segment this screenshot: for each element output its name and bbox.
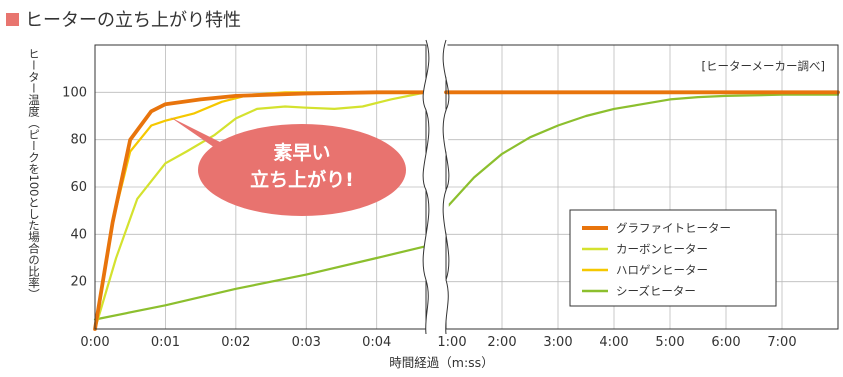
plot-frame [94, 39, 839, 335]
title-marker [6, 12, 19, 26]
series-line-left-0 [93, 90, 428, 331]
chart-title-row: ヒーターの立ち上がり特性 [6, 6, 241, 32]
callout-bubble [170, 117, 406, 216]
y-tick-label: 80 [70, 133, 87, 148]
y-tick-label: 60 [70, 180, 87, 195]
x-tick-label-right: 5:00 [655, 335, 684, 350]
axis-break-right [442, 39, 450, 335]
chart-title: ヒーターの立ち上がり特性 [25, 10, 241, 31]
y-tick-label: 40 [70, 227, 87, 242]
series-line-right-3 [444, 93, 840, 210]
series-lines [93, 90, 840, 331]
x-tick-label-left: 0:04 [362, 335, 391, 350]
x-tick-label-left: 0:01 [151, 335, 180, 350]
callout-ellipse [198, 124, 406, 216]
callout-text: 素早い 立ち上がり! [198, 124, 406, 210]
axis-break-gap [423, 40, 449, 334]
x-tick-label-left: 0:00 [80, 335, 109, 350]
axis-break-left [422, 39, 430, 335]
callout-line-2: 立ち上がり! [250, 169, 354, 191]
x-tick-label-right: 3:00 [543, 335, 572, 350]
y-axis-label: ヒーター温度（ピークを100とした場合の比率） [27, 48, 41, 300]
callout: 素早い 立ち上がり! [198, 124, 406, 216]
right-panel-frame [445, 44, 839, 330]
x-tick-label-right: 7:00 [767, 335, 796, 350]
tick-labels: 20 40 60 80 100 0:00 0:01 0:02 0:03 0:04 1:00 2:00 3… [62, 85, 796, 350]
x-tick-label-right: 1:00 [437, 335, 466, 350]
legend-label: ハロゲンヒーター [616, 263, 708, 277]
x-tick-label-left: 0:03 [292, 335, 321, 350]
series-line-left-1 [93, 91, 428, 331]
source-note: [ヒーターメーカー調べ] [701, 59, 825, 73]
legend-label: カーボンヒーター [616, 242, 708, 256]
x-tick-label-right: 4:00 [599, 335, 628, 350]
legend-label: グラファイトヒーター [616, 221, 731, 235]
legend-label: シーズヒーター [616, 284, 696, 298]
y-tick-label: 20 [70, 275, 87, 290]
series-line-left-3 [93, 245, 428, 321]
y-tick-label: 100 [62, 85, 87, 100]
x-tick-label-right: 6:00 [711, 335, 740, 350]
x-tick-label-right: 2:00 [487, 335, 516, 350]
x-axis-label: 時間経過（m:ss） [389, 355, 494, 370]
x-tick-label-left: 0:02 [221, 335, 250, 350]
callout-line-1: 素早い [273, 142, 331, 164]
